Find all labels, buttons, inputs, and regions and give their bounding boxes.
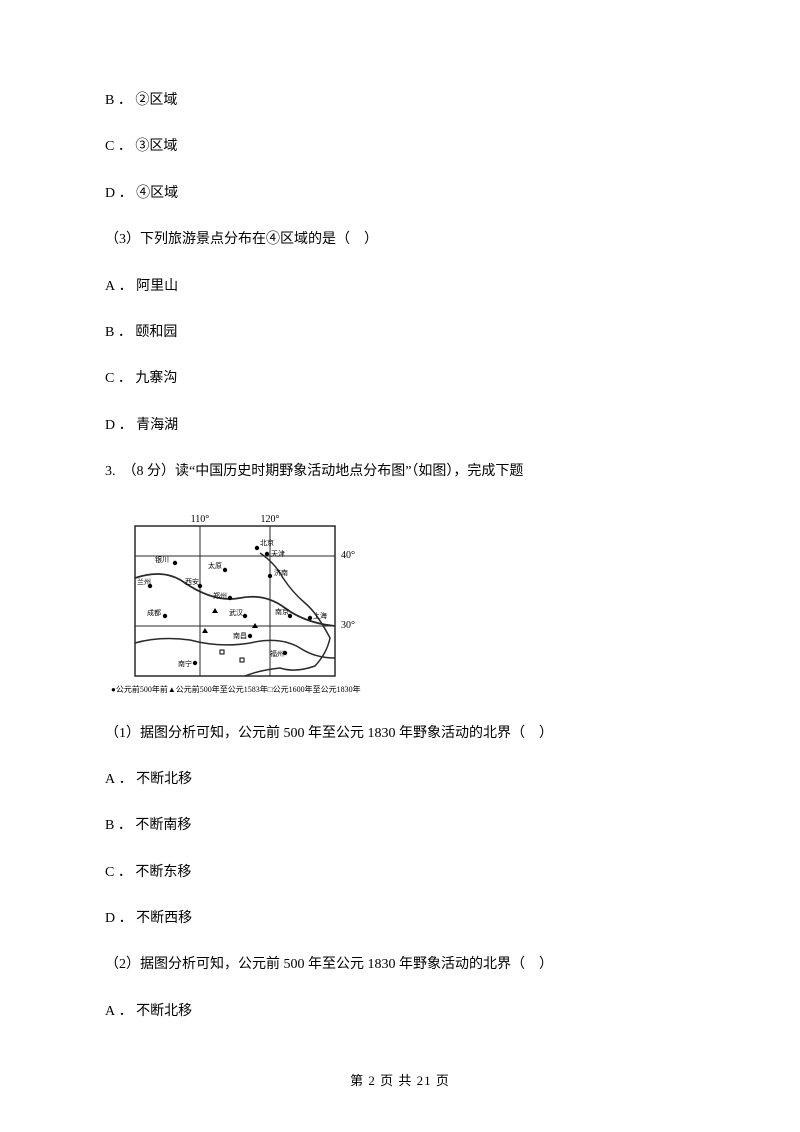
svg-text:天津: 天津 xyxy=(271,550,285,558)
option-a-alishan: A ． 阿里山 xyxy=(105,276,695,298)
question-3-2-stem: （2）据图分析可知，公元前 500 年至公元 1830 年野象活动的北界（ ） xyxy=(105,954,695,976)
option-c-jiuzhaigou: C ． 九寨沟 xyxy=(105,368,695,390)
svg-text:北京: 北京 xyxy=(260,538,274,547)
question-3-1-stem: （1）据图分析可知，公元前 500 年至公元 1830 年野象活动的北界（ ） xyxy=(105,723,695,745)
option-c-region3: C ． ③区域 xyxy=(105,136,695,158)
svg-text:郑州: 郑州 xyxy=(213,592,227,600)
svg-text:武汉: 武汉 xyxy=(229,608,243,617)
svg-text:南昌: 南昌 xyxy=(233,631,247,640)
option-d-qinghaihu: D ． 青海湖 xyxy=(105,415,695,437)
lat-40: 40° xyxy=(341,550,355,561)
lat-30: 30° xyxy=(341,620,355,631)
svg-text:福州: 福州 xyxy=(270,649,284,658)
map-legend: ●公元前500年前▲公元前500年至公元1583年□公元1600年至公元1830… xyxy=(111,684,361,694)
lon-110: 110° xyxy=(191,514,210,525)
svg-text:太原: 太原 xyxy=(208,561,222,570)
svg-text:西安: 西安 xyxy=(185,577,199,586)
map-figure: 110° 120° 40° 30° 北京 天津 银川 太原 xyxy=(105,508,695,708)
china-elephant-map: 110° 120° 40° 30° 北京 天津 银川 太原 xyxy=(105,508,365,708)
option-d-region4: D ． ④区域 xyxy=(105,183,695,205)
svg-text:兰州: 兰州 xyxy=(137,577,151,586)
svg-text:银川: 银川 xyxy=(155,555,169,564)
option-a-north: A ． 不断北移 xyxy=(105,769,695,791)
svg-text:成都: 成都 xyxy=(147,608,161,617)
svg-text:济南: 济南 xyxy=(274,568,288,577)
lon-120: 120° xyxy=(261,514,280,525)
svg-text:南宁: 南宁 xyxy=(178,659,192,668)
question-3-stem: （3）下列旅游景点分布在④区域的是（ ） xyxy=(105,229,695,251)
page-footer: 第 2 页 共 21 页 xyxy=(0,1071,800,1092)
svg-text:南京: 南京 xyxy=(275,607,289,616)
option-b-south: B ． 不断南移 xyxy=(105,815,695,837)
question-3-main: 3. （8 分）读“中国历史时期野象活动地点分布图”（如图），完成下题 xyxy=(105,461,695,483)
option-b-yiheyuan: B ． 颐和园 xyxy=(105,322,695,344)
option-a-north-2: A ． 不断北移 xyxy=(105,1001,695,1023)
option-d-west: D ． 不断西移 xyxy=(105,908,695,930)
option-b-region2: B ． ②区域 xyxy=(105,90,695,112)
option-c-east: C ． 不断东移 xyxy=(105,862,695,884)
svg-text:上海: 上海 xyxy=(313,611,327,620)
